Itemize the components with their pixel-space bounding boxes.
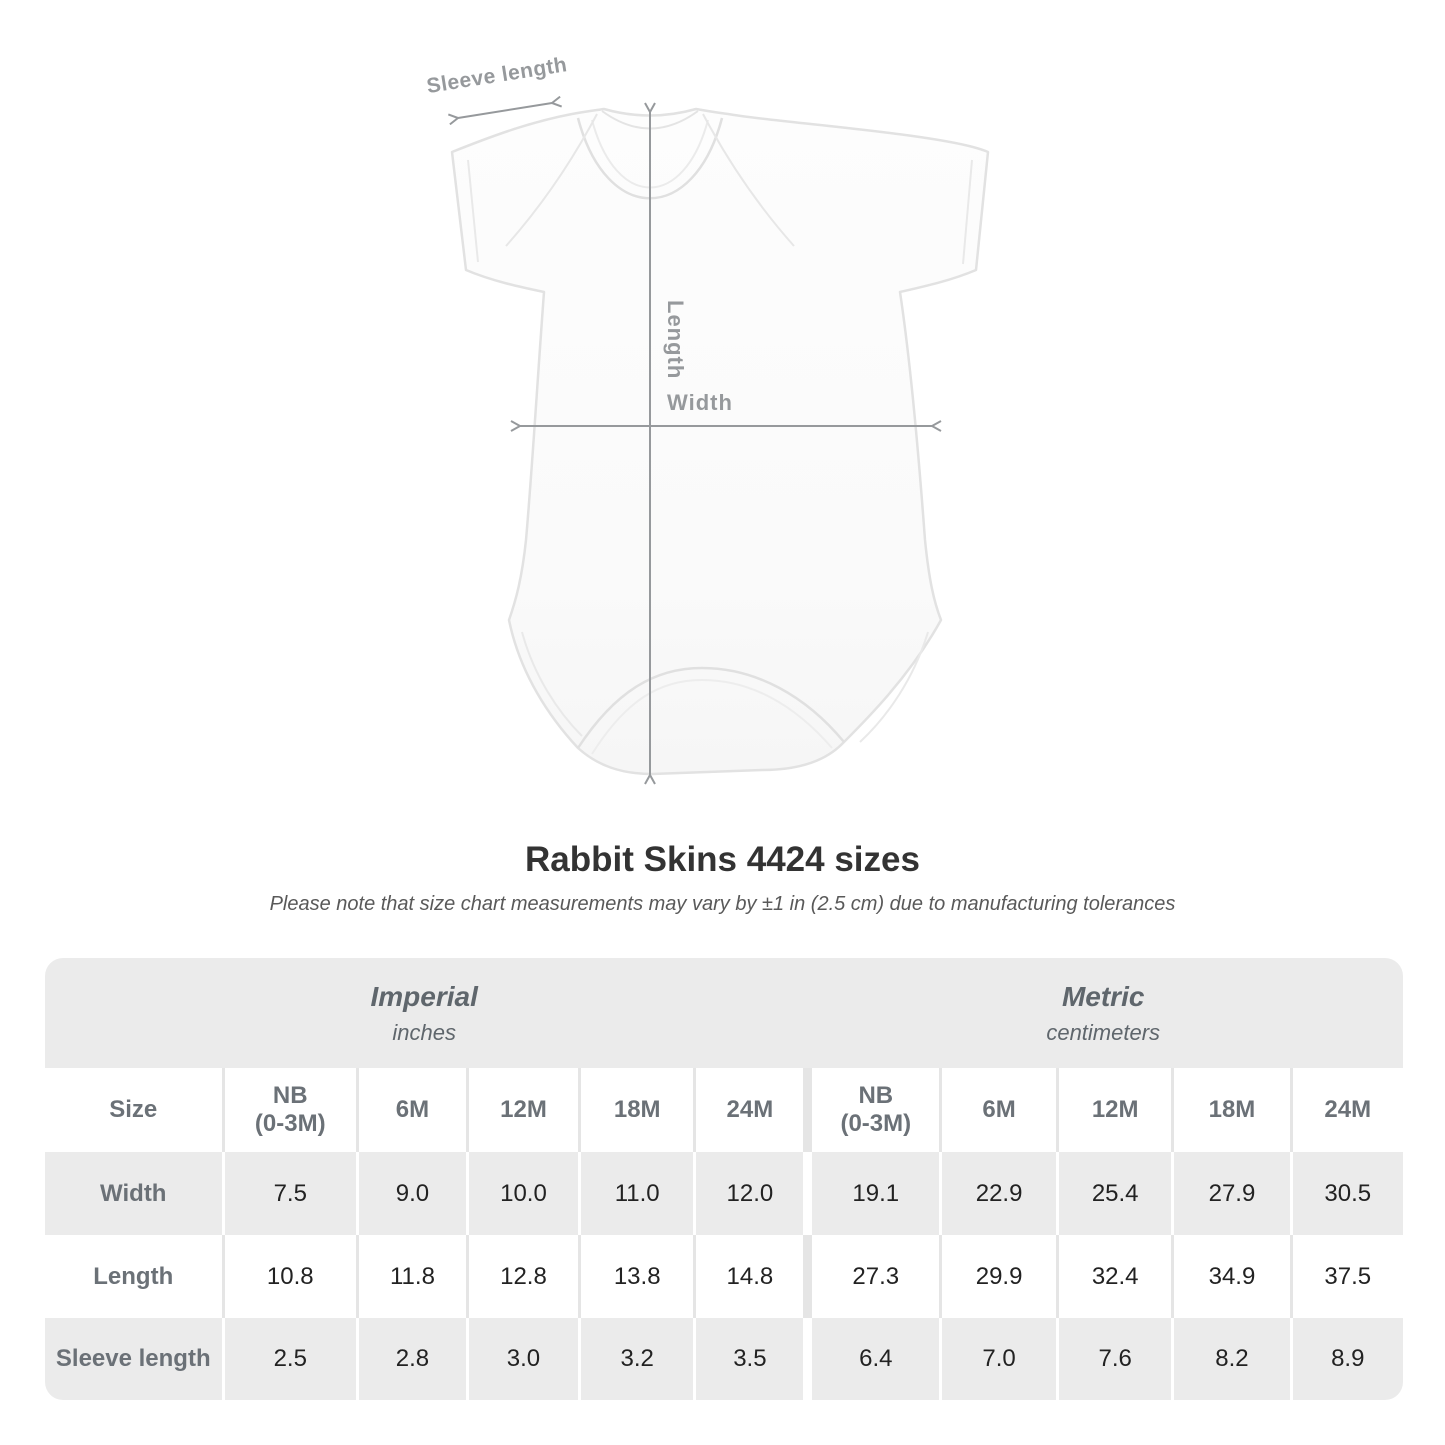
value-cell: 2.5 <box>221 1318 356 1400</box>
sleeve-length-label: Sleeve length <box>425 53 569 98</box>
size-header-cell: 12M <box>465 1068 578 1152</box>
size-header-row: Size NB (0-3M) 6M 12M 18M 24M NB (0-3M) … <box>45 1068 1403 1152</box>
metric-group-header: Metric centimeters <box>803 958 1403 1068</box>
value-cell: 7.5 <box>221 1152 356 1235</box>
table-row-width: Width 7.5 9.0 10.0 11.0 12.0 19.1 22.9 2… <box>45 1152 1403 1235</box>
value-cell: 37.5 <box>1289 1235 1403 1318</box>
metric-unit: centimeters <box>1046 1019 1161 1045</box>
size-header-line2: (0-3M) <box>254 1110 326 1137</box>
length-label: Length <box>663 300 688 379</box>
table-row-length: Length 10.8 11.8 12.8 13.8 14.8 27.3 29.… <box>45 1235 1403 1318</box>
value-cell: 3.5 <box>693 1318 804 1400</box>
size-table-container: Imperial inches Metric centimeters Size … <box>45 958 1403 1400</box>
row-label: Sleeve length <box>45 1318 222 1400</box>
size-table: Imperial inches Metric centimeters Size … <box>45 958 1403 1400</box>
table-row-sleeve-length: Sleeve length 2.5 2.8 3.0 3.2 3.5 6.4 7.… <box>45 1318 1403 1400</box>
size-header-cell: 18M <box>1171 1068 1290 1152</box>
imperial-unit: inches <box>392 1019 456 1045</box>
value-cell: 11.8 <box>355 1235 466 1318</box>
value-cell: 27.3 <box>803 1235 940 1318</box>
size-header-cell: 18M <box>577 1068 694 1152</box>
imperial-label: Imperial <box>370 980 478 1012</box>
size-header-cell: 12M <box>1055 1068 1172 1152</box>
value-cell: 7.6 <box>1055 1318 1172 1400</box>
value-cell: 10.8 <box>221 1235 356 1318</box>
size-header-cell: 6M <box>939 1068 1056 1152</box>
size-header-cell: 24M <box>693 1068 804 1152</box>
value-cell: 3.0 <box>465 1318 578 1400</box>
size-header-cell: NB (0-3M) <box>803 1068 940 1152</box>
size-header-line1: NB <box>272 1081 308 1109</box>
value-cell: 12.0 <box>693 1152 804 1235</box>
value-cell: 25.4 <box>1055 1152 1172 1235</box>
value-cell: 14.8 <box>693 1235 804 1318</box>
sleeve-length-arrow <box>458 103 552 118</box>
page-title: Rabbit Skins 4424 sizes <box>525 840 920 879</box>
value-cell: 2.8 <box>355 1318 466 1400</box>
value-cell: 34.9 <box>1171 1235 1290 1318</box>
size-header-line1: NB <box>858 1081 894 1109</box>
imperial-group-header: Imperial inches <box>45 958 804 1068</box>
value-cell: 8.9 <box>1289 1318 1403 1400</box>
width-label: Width <box>667 390 733 415</box>
value-cell: 6.4 <box>803 1318 940 1400</box>
value-cell: 22.9 <box>939 1152 1056 1235</box>
value-cell: 10.0 <box>465 1152 578 1235</box>
value-cell: 30.5 <box>1289 1152 1403 1235</box>
value-cell: 32.4 <box>1055 1235 1172 1318</box>
bodysuit-illustration: Length Width Sleeve length <box>425 53 990 825</box>
value-cell: 27.9 <box>1171 1152 1290 1235</box>
value-cell: 8.2 <box>1171 1318 1290 1400</box>
value-cell: 13.8 <box>577 1235 694 1318</box>
value-cell: 29.9 <box>939 1235 1056 1318</box>
size-header-line2: (0-3M) <box>840 1110 912 1137</box>
unit-group-row: Imperial inches Metric centimeters <box>45 958 1403 1068</box>
value-cell: 7.0 <box>939 1318 1056 1400</box>
value-cell: 9.0 <box>355 1152 466 1235</box>
size-column-header: Size <box>45 1068 222 1152</box>
page-subtitle: Please note that size chart measurements… <box>269 893 1176 915</box>
value-cell: 11.0 <box>577 1152 694 1235</box>
value-cell: 3.2 <box>577 1318 694 1400</box>
value-cell: 12.8 <box>465 1235 578 1318</box>
metric-label: Metric <box>1061 980 1145 1012</box>
size-header-cell: 24M <box>1289 1068 1403 1152</box>
value-cell: 19.1 <box>803 1152 940 1235</box>
size-header-cell: NB (0-3M) <box>221 1068 356 1152</box>
bodysuit-graphic <box>450 107 990 776</box>
size-header-cell: 6M <box>355 1068 466 1152</box>
row-label: Width <box>45 1152 222 1235</box>
row-label: Length <box>45 1235 222 1318</box>
